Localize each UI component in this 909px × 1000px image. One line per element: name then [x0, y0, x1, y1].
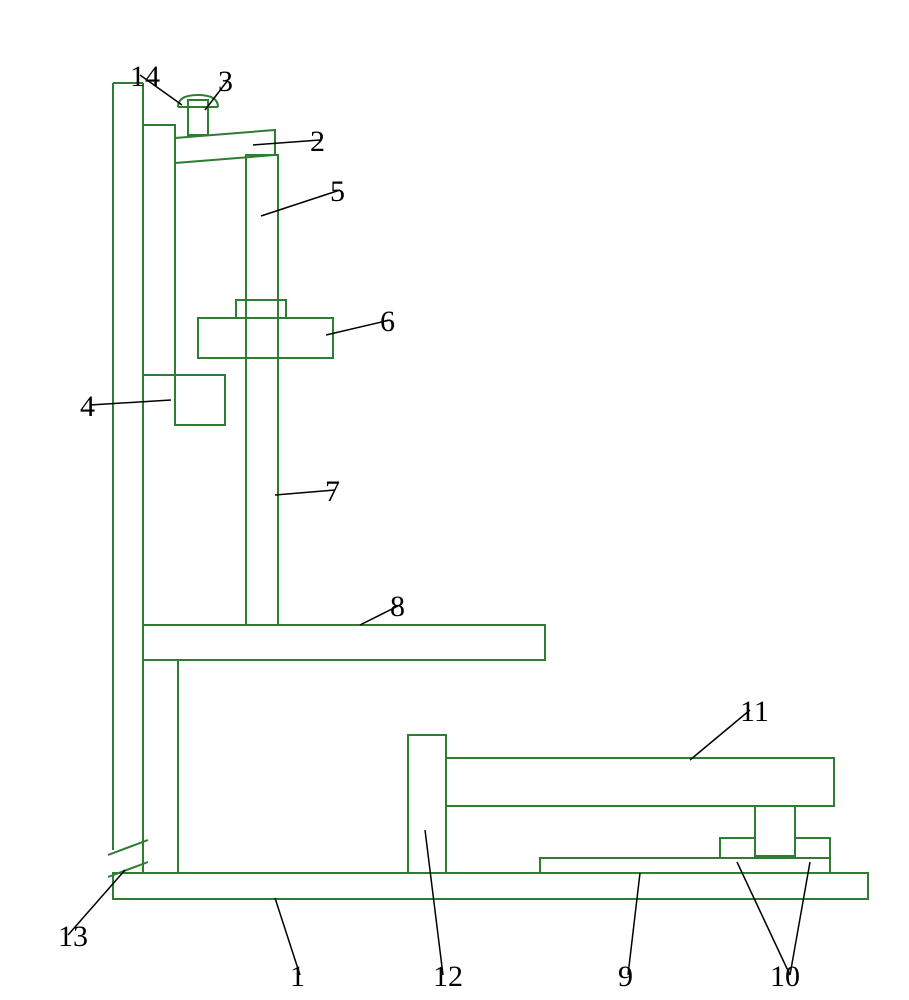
label-1: 1: [290, 960, 305, 994]
label-11: 11: [740, 695, 769, 729]
label-13: 13: [58, 920, 88, 954]
label-2: 2: [310, 125, 325, 159]
label-12: 12: [433, 960, 463, 994]
label-6: 6: [380, 305, 395, 339]
mechanical-diagram: [0, 0, 909, 1000]
label-9: 9: [618, 960, 633, 994]
label-5: 5: [330, 175, 345, 209]
label-10: 10: [770, 960, 800, 994]
label-8: 8: [390, 590, 405, 624]
label-3: 3: [218, 65, 233, 99]
label-14: 14: [130, 60, 160, 94]
label-7: 7: [325, 475, 340, 509]
label-4: 4: [80, 390, 95, 424]
